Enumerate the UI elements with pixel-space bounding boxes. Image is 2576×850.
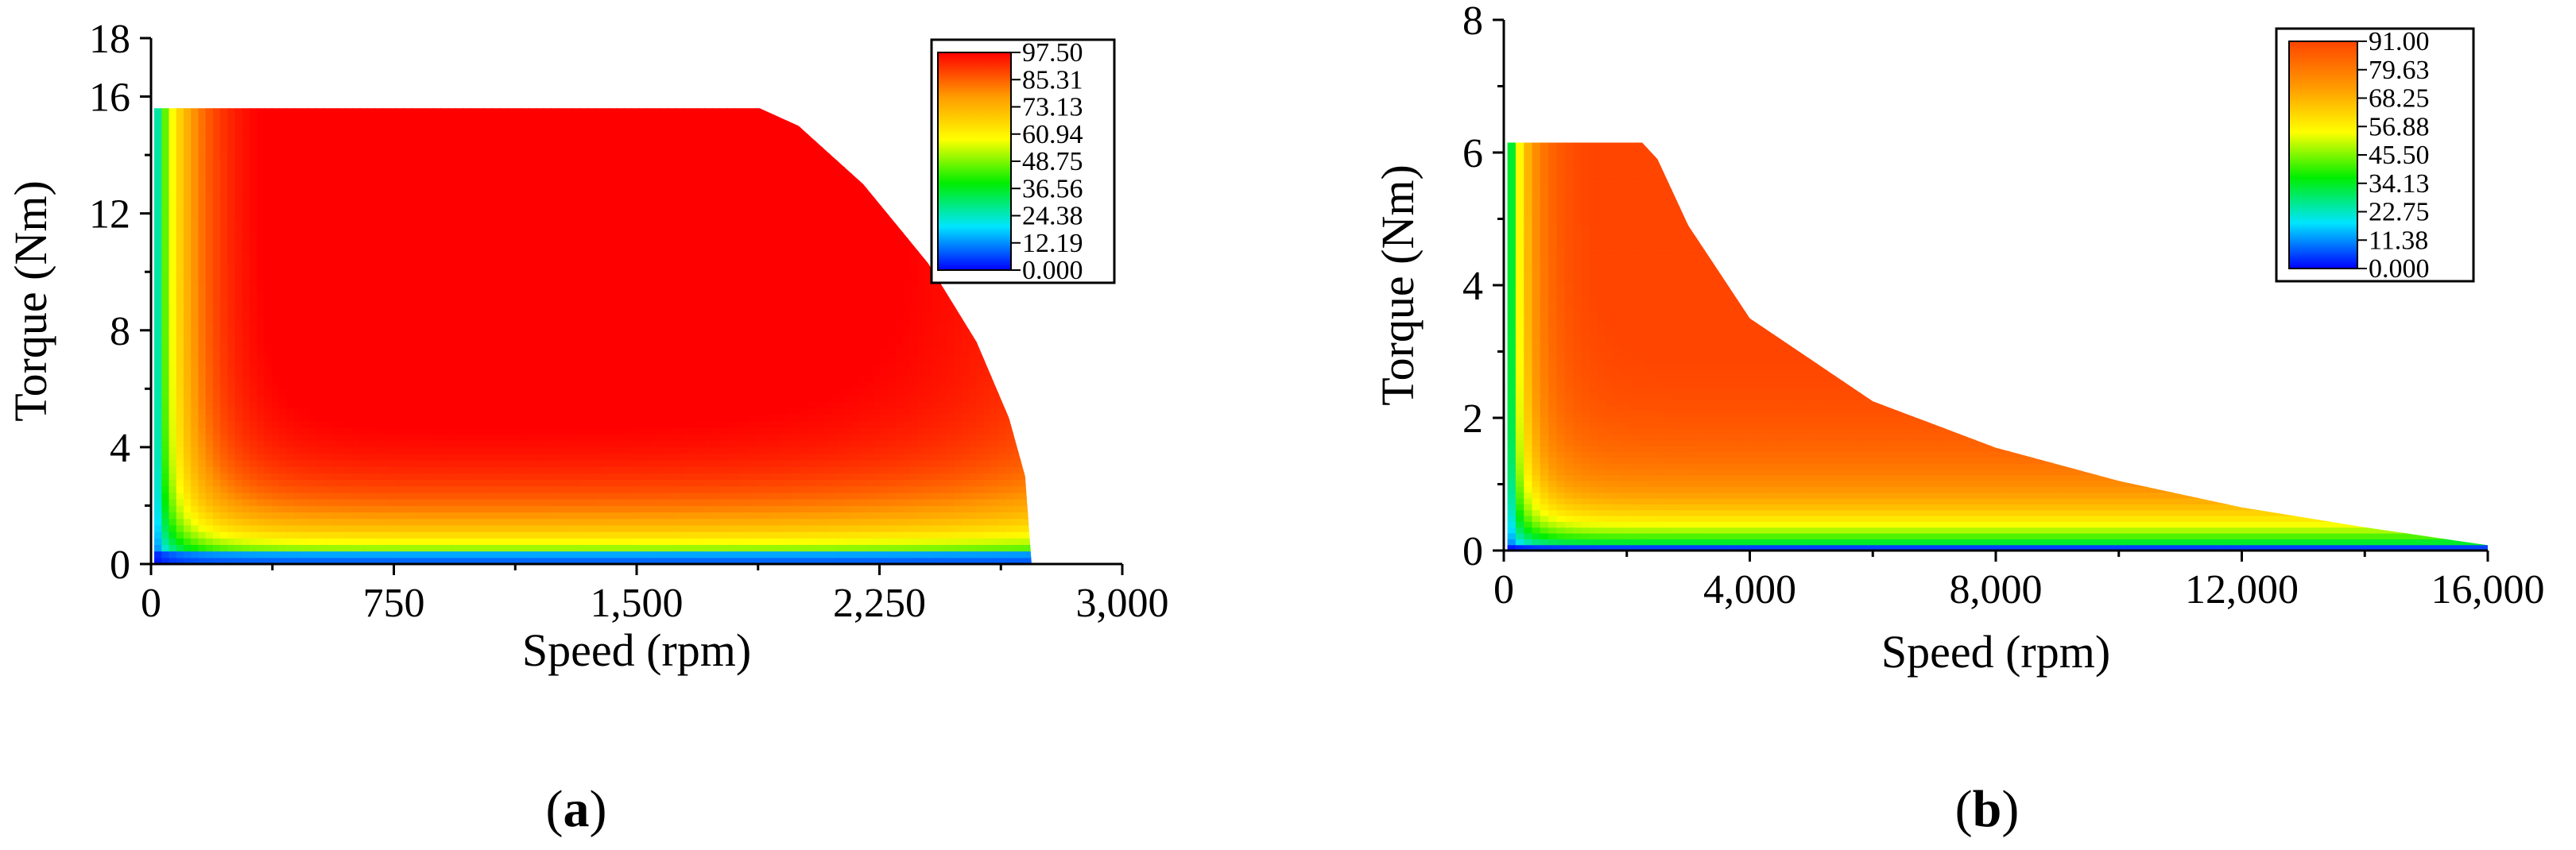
legend-level-label: 91.00: [2369, 27, 2430, 56]
legend-level-label: 36.56: [1022, 174, 1083, 203]
y-tick-label: 8: [1462, 0, 1483, 44]
color-legend-b: 91.0079.6368.2556.8845.5034.1322.7511.38…: [2275, 27, 2475, 284]
y-tick-label: 18: [89, 17, 130, 62]
color-legend-a: 97.5085.3173.1360.9448.7536.5624.3812.19…: [930, 38, 1116, 285]
legend-level-label: 0.000: [1022, 256, 1083, 285]
x-tick-label: 2,250: [833, 581, 926, 626]
x-tick-label: 750: [363, 581, 425, 626]
x-tick-label: 0: [1493, 567, 1514, 612]
x-tick-label: 3,000: [1076, 581, 1169, 626]
chart-panel-b: 0 4,000 8,000 12,000 16,000 0 2 4 6 8 Speed (rpm) T…: [1372, 0, 2545, 838]
legend-level-label: 0.000: [2369, 254, 2430, 284]
y-tick-label: 4: [1462, 264, 1483, 309]
y-tick-label: 4: [110, 426, 130, 471]
y-tick-label: 2: [1462, 396, 1483, 442]
legend-level-label: 11.38: [2369, 226, 2428, 255]
legend-level-label: 48.75: [1022, 147, 1083, 176]
x-axis-title: Speed (rpm): [1881, 626, 2110, 678]
panel-label-b: (b): [1955, 780, 2020, 838]
legend-level-label: 97.50: [1022, 38, 1083, 68]
x-tick-label: 1,500: [591, 581, 684, 626]
x-tick-label: 16,000: [2431, 567, 2545, 612]
legend-level-label: 56.88: [2369, 112, 2430, 141]
y-tick-label: 0: [1462, 529, 1483, 574]
legend-level-label: 12.19: [1022, 229, 1083, 258]
panel-label-a: (a): [546, 780, 607, 838]
y-tick-label: 8: [110, 309, 130, 354]
y-tick-label: 6: [1462, 131, 1483, 176]
chart-panel-a: 0 750 1,500 2,250 3,000 0 4 8 12 16 18 Speed (rpm) T…: [5, 17, 1169, 838]
color-bar: [937, 52, 1012, 271]
x-tick-label: 0: [141, 581, 161, 626]
legend-level-label: 73.13: [1022, 93, 1083, 122]
y-tick-label: 16: [89, 75, 130, 121]
efficiency-contour-a: [154, 108, 1032, 564]
y-tick-label: 12: [89, 192, 130, 238]
x-axis-title: Speed (rpm): [522, 624, 751, 676]
x-tick-label: 8,000: [1950, 567, 2043, 612]
legend-level-label: 24.38: [1022, 202, 1083, 231]
legend-level-label: 85.31: [1022, 65, 1083, 95]
y-axis-title: Torque (Nm): [1372, 164, 1424, 406]
legend-level-label: 60.94: [1022, 120, 1083, 149]
x-tick-label: 12,000: [2185, 567, 2299, 612]
x-tick-label: 4,000: [1703, 567, 1796, 612]
legend-level-label: 68.25: [2369, 84, 2430, 114]
legend-level-label: 22.75: [2369, 198, 2430, 227]
legend-level-label: 79.63: [2369, 56, 2430, 85]
legend-level-label: 34.13: [2369, 169, 2430, 199]
color-bar: [2288, 41, 2358, 269]
y-axis-title: Torque (Nm): [5, 180, 56, 422]
legend-level-label: 45.50: [2369, 141, 2430, 170]
y-tick-label: 0: [110, 543, 130, 588]
